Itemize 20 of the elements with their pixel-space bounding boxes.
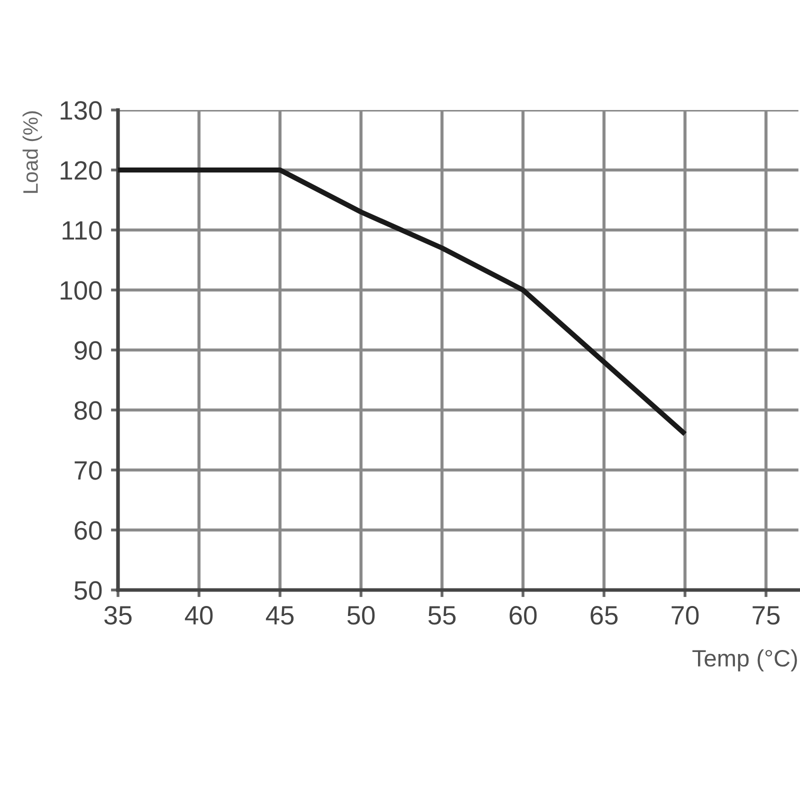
y-axis-title: Load (%) — [22, 111, 42, 193]
y-tick-label: 120 — [60, 161, 102, 180]
x-tick-label: 40 — [184, 606, 213, 625]
x-tick-label: 60 — [510, 606, 537, 625]
x-tick-label: 75 — [752, 606, 780, 625]
y-tick-label: 130 — [60, 101, 102, 120]
x-tick-label: 70 — [672, 606, 699, 625]
y-tick-label: 110 — [62, 221, 102, 240]
y-tick-label: 100 — [60, 281, 102, 300]
y-tick-label: 70 — [74, 461, 102, 480]
x-tick-label: 65 — [590, 606, 618, 625]
y-tick-label: 90 — [74, 341, 102, 360]
x-tick-label: 45 — [266, 606, 294, 625]
y-tick-label: 60 — [74, 521, 102, 540]
x-tick-label: 35 — [104, 606, 132, 625]
x-tick-label: 50 — [347, 606, 375, 625]
x-tick-label: 55 — [428, 606, 456, 625]
y-tick-label: 50 — [74, 581, 102, 600]
x-axis-title: Temp (°C) — [692, 649, 797, 672]
y-tick-label: 80 — [74, 401, 102, 420]
